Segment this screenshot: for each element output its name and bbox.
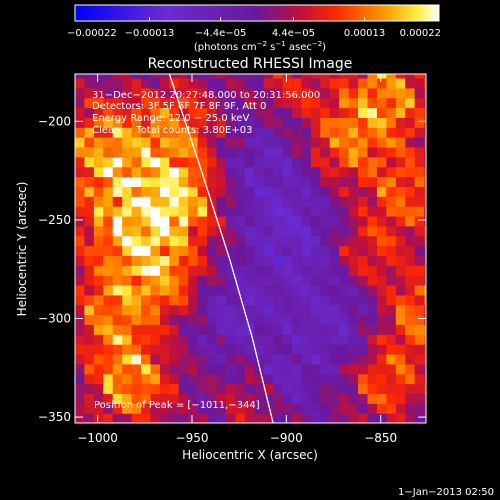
chart-title: Reconstructed RHESSI Image [148, 56, 353, 72]
colorbar-tick-labels: −0.00022 −0.00013 −4.4e−05 4.4e−05 0.00013 0.… [67, 28, 441, 39]
colorbar-tick-label: −0.00013 [125, 28, 175, 39]
colorbar-tick-label: 4.4e−05 [272, 28, 315, 39]
annotation-time-range: 31−Dec−2012 20:27:48.000 to 20:31:56.000 [92, 90, 320, 101]
y-tick-label: −350 [38, 410, 71, 424]
y-tick-label: −200 [38, 114, 71, 128]
colorbar-tick-label: 0.00022 [400, 28, 441, 39]
annotation-clean-counts: Clean Total counts: 3.80E+03 [92, 125, 252, 136]
y-axis-label: Heliocentric Y (arcsec) [15, 182, 29, 317]
y-tick-label: −300 [38, 311, 71, 325]
x-tick-label: −900 [270, 431, 303, 445]
colorbar-tick-label: −0.00022 [67, 28, 117, 39]
heatmap-image [75, 74, 426, 423]
y-axis: −200 −250 −300 −350 [38, 114, 426, 424]
colorbar-gradient [74, 4, 440, 22]
x-tick-label: −850 [364, 431, 397, 445]
annotation-energy-range: Energy Range: 12.0 − 25.0 keV [92, 113, 249, 124]
x-axis: −1000 −950 −900 −850 [77, 74, 397, 445]
annotation-detectors: Detectors: 3F 5F 6F 7F 8F 9F, Att 0 [92, 101, 266, 112]
annotation-block: 31−Dec−2012 20:27:48.000 to 20:31:56.000… [92, 90, 320, 136]
x-axis-label: Heliocentric X (arcsec) [182, 448, 318, 462]
colorbar: −0.00022 −0.00013 −4.4e−05 4.4e−05 0.00013 0.… [67, 4, 441, 53]
y-tick-label: −250 [38, 213, 71, 227]
plot-timestamp: 1−Jan−2013 02:50 [398, 487, 494, 498]
peak-position-label: Position of Peak = [−1011,−344] [94, 400, 260, 411]
colorbar-tick-label: −4.4e−05 [195, 28, 247, 39]
plot-frame [74, 73, 427, 424]
solar-limb-curve [168, 74, 274, 423]
x-tick-label: −1000 [77, 431, 118, 445]
colorbar-ticks [74, 17, 440, 21]
colorbar-tick-label: 0.00013 [344, 28, 385, 39]
colorbar-unit-label: (photons cm−2 s−1 asec−2) [194, 40, 326, 53]
x-tick-label: −950 [176, 431, 209, 445]
